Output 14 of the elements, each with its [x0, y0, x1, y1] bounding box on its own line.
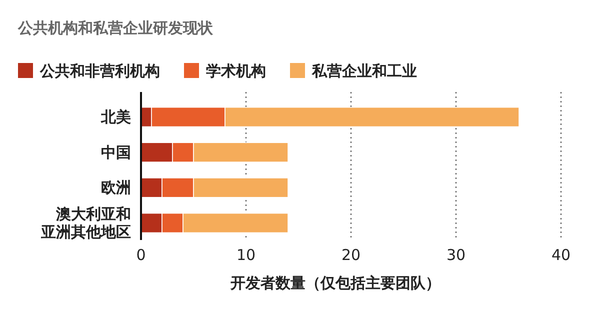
x-tick-label: 40	[551, 246, 571, 264]
y-tick-label: 中国	[101, 143, 131, 162]
legend-label: 公共和非营利机构	[39, 62, 160, 80]
y-tick-label: 欧洲	[101, 178, 131, 197]
x-tick-label: 30	[446, 246, 466, 264]
x-axis-title: 开发者数量（仅包括主要团队）	[230, 274, 440, 292]
legend-label: 私营企业和工业	[311, 62, 417, 80]
legend-label: 学术机构	[206, 62, 266, 80]
chart-title: 公共机构和私营企业研发现状	[17, 19, 214, 37]
x-tick-label: 0	[136, 246, 146, 264]
y-tick-label: 澳大利亚和亚洲其他地区	[40, 204, 131, 241]
x-tick-label: 10	[236, 246, 256, 264]
y-tick-label: 北美	[100, 108, 131, 126]
x-tick-label: 20	[341, 246, 361, 264]
